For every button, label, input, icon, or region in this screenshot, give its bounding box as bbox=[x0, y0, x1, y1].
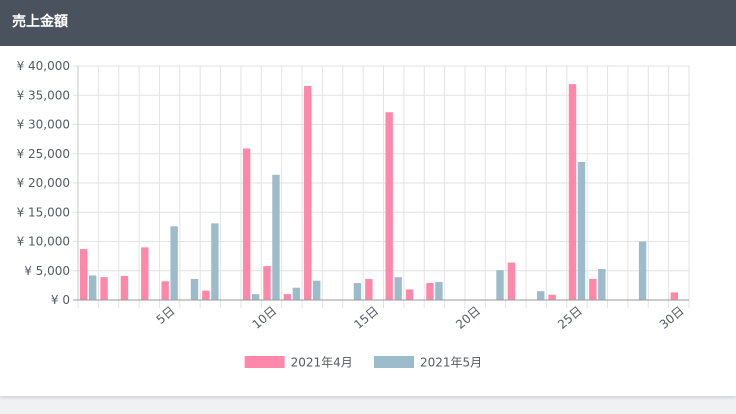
bar-may bbox=[353, 283, 362, 300]
x-tick-label: 5日 bbox=[154, 304, 178, 327]
bar-april bbox=[568, 84, 577, 300]
chart-bars bbox=[79, 84, 679, 300]
sales-bar-chart: ¥ 0 ¥ 5,000 ¥ 10,000 ¥ 15,000 ¥ 20,000 ¥ 25,0… bbox=[17, 59, 690, 370]
y-tick-label: ¥ 15,000 bbox=[17, 205, 70, 219]
chart-legend: 2021年4月 2021年5月 bbox=[244, 356, 482, 370]
bar-may bbox=[496, 270, 504, 300]
x-tick-label: 25日 bbox=[555, 304, 585, 332]
bar-april bbox=[202, 290, 210, 300]
bar-april bbox=[548, 294, 556, 300]
x-tick-label: 30日 bbox=[657, 304, 687, 332]
bar-april bbox=[385, 112, 393, 300]
bar-may bbox=[211, 223, 219, 300]
bar-april bbox=[365, 278, 373, 300]
x-tick-label: 20日 bbox=[453, 304, 483, 332]
y-tick-label: ¥ 10,000 bbox=[17, 235, 70, 249]
bar-may bbox=[394, 277, 402, 300]
y-tick-label: ¥ 40,000 bbox=[17, 59, 70, 73]
bar-april bbox=[141, 247, 149, 300]
legend-label-april: 2021年4月 bbox=[291, 356, 353, 370]
bar-april bbox=[263, 266, 271, 300]
bar-may bbox=[313, 280, 321, 300]
y-axis-ticks: ¥ 0 ¥ 5,000 ¥ 10,000 ¥ 15,000 ¥ 20,000 ¥ 25,0… bbox=[17, 59, 70, 307]
bar-may bbox=[170, 226, 178, 300]
bar-april bbox=[120, 276, 129, 300]
x-tick-label: 10日 bbox=[250, 304, 280, 332]
bar-may bbox=[598, 268, 606, 300]
chart-gridlines bbox=[73, 65, 690, 308]
legend-swatch-may bbox=[374, 356, 414, 368]
bar-may bbox=[190, 278, 199, 300]
y-tick-label: ¥ 5,000 bbox=[24, 264, 70, 278]
bar-april bbox=[79, 249, 88, 300]
bar-april bbox=[426, 283, 434, 300]
bar-april bbox=[242, 148, 251, 300]
bar-may bbox=[638, 241, 647, 300]
x-tick-label: 15日 bbox=[351, 304, 381, 332]
chart-axes bbox=[73, 66, 689, 301]
bar-april bbox=[589, 278, 597, 300]
y-tick-label: ¥ 0 bbox=[51, 293, 70, 307]
sales-card: 売上金額 ¥ 0 ¥ 5,000 ¥ 10,000 ¥ 15,000 ¥ 20,000 ¥… bbox=[0, 0, 736, 396]
legend-label-may: 2021年5月 bbox=[420, 356, 482, 370]
y-tick-label: ¥ 35,000 bbox=[17, 88, 70, 102]
bar-may bbox=[272, 174, 280, 300]
bar-april bbox=[405, 289, 414, 300]
bar-may bbox=[251, 294, 260, 300]
bar-april bbox=[507, 262, 516, 300]
y-tick-label: ¥ 30,000 bbox=[17, 118, 70, 132]
card-header: 売上金額 bbox=[0, 0, 736, 46]
y-tick-label: ¥ 20,000 bbox=[17, 176, 70, 190]
bar-may bbox=[577, 161, 586, 300]
bar-may bbox=[292, 287, 301, 300]
legend-swatch-april bbox=[244, 356, 285, 368]
bar-april bbox=[670, 292, 679, 300]
bar-may bbox=[88, 275, 97, 300]
y-tick-label: ¥ 25,000 bbox=[17, 147, 70, 161]
bar-april bbox=[161, 281, 169, 300]
x-axis-ticks: 5日 10日 15日 20日 25日 30日 bbox=[154, 304, 687, 332]
bar-april bbox=[283, 294, 292, 300]
bar-may bbox=[537, 291, 545, 300]
bar-april bbox=[100, 277, 108, 300]
bar-may bbox=[435, 281, 443, 300]
bar-april bbox=[304, 85, 312, 300]
card-title: 売上金額 bbox=[12, 14, 68, 30]
